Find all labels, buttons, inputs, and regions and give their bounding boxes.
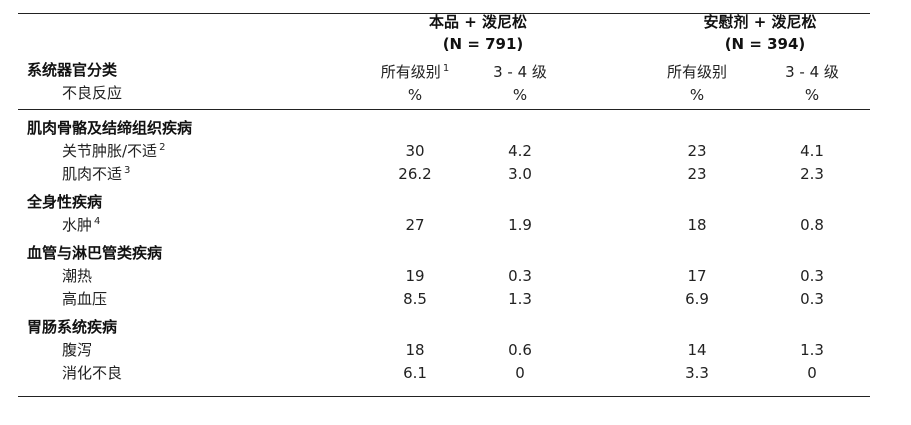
group-name: 安慰剂 + 泼尼松	[703, 13, 817, 31]
top-rule	[18, 13, 870, 14]
row-label: 腹泻	[62, 341, 92, 359]
group-n: (N = 791)	[442, 35, 524, 53]
row-label-text: 水肿	[62, 216, 93, 234]
cell: 8.5	[403, 290, 427, 308]
cell: 2.3	[800, 165, 824, 183]
cell: 6.9	[685, 290, 709, 308]
subheader: 所有级别	[667, 63, 727, 81]
row-subheader: 不良反应	[62, 84, 123, 102]
subheader-text: 所有级别	[666, 63, 728, 81]
cell: 4.1	[800, 142, 824, 160]
cell: 0.8	[800, 216, 824, 234]
row-label: 消化不良	[62, 364, 122, 382]
cell: 4.2	[508, 142, 532, 160]
row-label: 肌肉不适 3	[62, 165, 130, 183]
row-label-text: 消化不良	[62, 364, 123, 382]
footnote-ref: 1	[442, 63, 450, 74]
subheader-text: 所有级别	[380, 63, 441, 81]
cell: 14	[687, 341, 707, 359]
bottom-rule	[18, 396, 870, 397]
cell: 3.0	[508, 165, 532, 183]
cell: 3.3	[685, 364, 709, 382]
cell: 26.2	[398, 165, 432, 183]
cell: 27	[405, 216, 425, 234]
row-label-text: 腹泻	[62, 341, 93, 359]
footnote-ref: 2	[159, 142, 166, 153]
footnote-ref: 4	[94, 216, 101, 227]
row-label-text: 关节肿胀/不适	[62, 142, 158, 160]
section-name: 血管与淋巴管类疾病	[27, 244, 163, 262]
subheader-text: 3 - 4 级	[785, 63, 839, 81]
cell: 19	[405, 267, 425, 285]
cell: 30	[405, 142, 425, 160]
cell: 17	[687, 267, 707, 285]
footnote-ref: 3	[124, 165, 131, 176]
cell: 18	[687, 216, 707, 234]
subheader: 3 - 4 级	[785, 63, 839, 81]
subheader: 3 - 4 级	[493, 63, 547, 81]
subheader-text: 3 - 4 级	[493, 63, 547, 81]
subheader: 所有级别 1	[381, 63, 449, 81]
row-label-text: 肌肉不适	[62, 165, 123, 183]
cell: 23	[687, 142, 707, 160]
header-rule	[18, 109, 870, 110]
cell: 0	[515, 364, 525, 382]
unit: %	[689, 86, 705, 104]
cell: 0.3	[800, 267, 824, 285]
cell: 0.3	[800, 290, 824, 308]
cell: 0.3	[508, 267, 532, 285]
cell: 1.3	[800, 341, 824, 359]
section-name: 全身性疾病	[27, 193, 103, 211]
unit: %	[512, 86, 528, 104]
cell: 18	[405, 341, 425, 359]
row-header: 系统器官分类	[27, 61, 118, 79]
cell: 6.1	[403, 364, 427, 382]
row-label: 潮热	[62, 267, 92, 285]
row-label-text: 高血压	[62, 290, 108, 308]
unit: %	[804, 86, 820, 104]
section-name: 肌肉骨骼及结缔组织疾病	[27, 119, 193, 137]
group-name: 本品 + 泼尼松	[428, 13, 528, 31]
row-label-text: 潮热	[62, 267, 93, 285]
cell: 1.9	[508, 216, 532, 234]
row-label: 高血压	[62, 290, 107, 308]
unit: %	[407, 86, 423, 104]
cell: 0	[807, 364, 817, 382]
group-n: (N = 394)	[724, 35, 806, 53]
cell: 1.3	[508, 290, 532, 308]
cell: 23	[687, 165, 707, 183]
section-name: 胃肠系统疾病	[27, 318, 118, 336]
row-label: 关节肿胀/不适 2	[62, 142, 165, 160]
row-label: 水肿 4	[62, 216, 100, 234]
cell: 0.6	[508, 341, 532, 359]
